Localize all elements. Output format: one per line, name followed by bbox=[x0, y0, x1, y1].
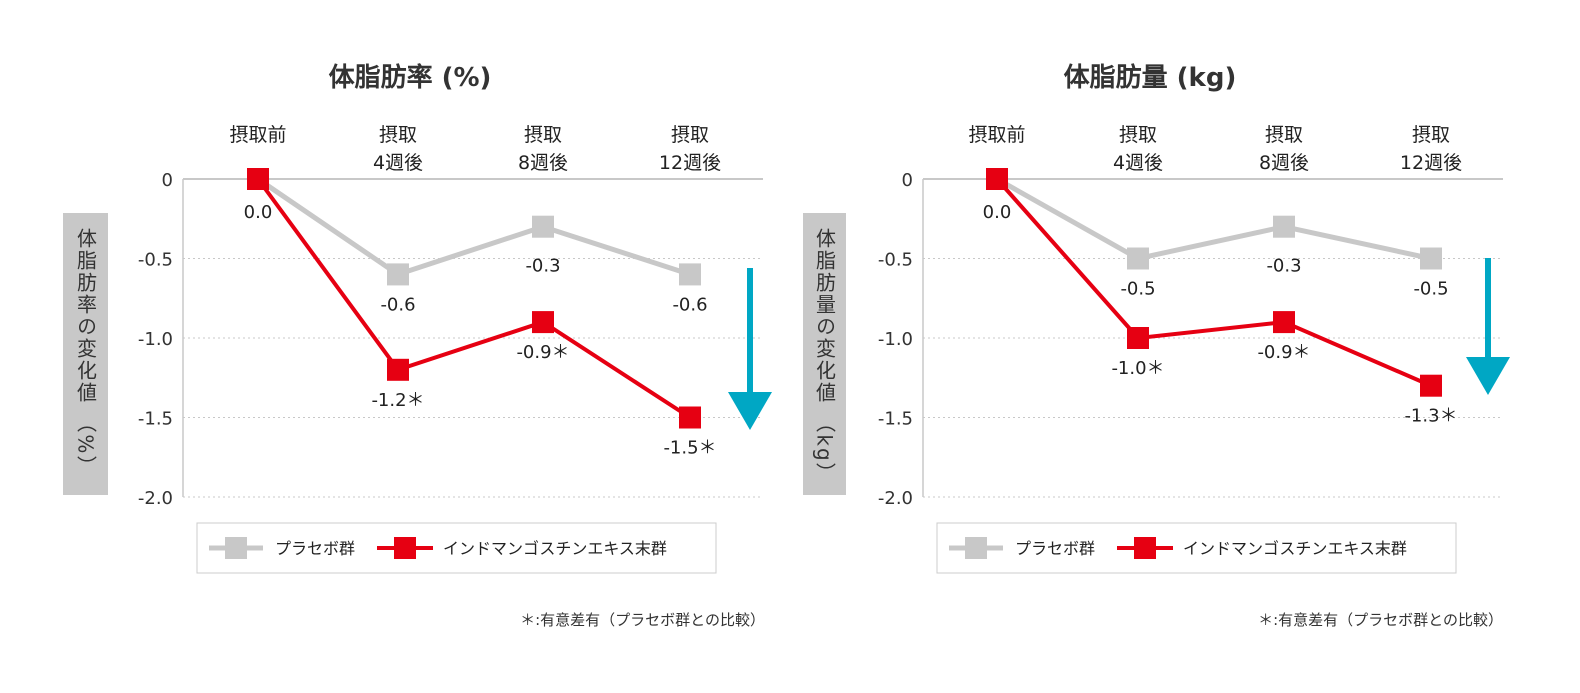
data-label: -1.2＊ bbox=[371, 390, 424, 411]
data-point-marker bbox=[387, 263, 409, 286]
y-tick-label: -2.0 bbox=[878, 488, 913, 509]
data-point-marker bbox=[679, 263, 701, 286]
x-category-label: 摂取 bbox=[379, 124, 417, 146]
data-label: 0.0 bbox=[983, 202, 1012, 223]
data-point-marker bbox=[387, 358, 409, 381]
down-arrow-icon bbox=[728, 392, 772, 430]
y-tick-label: -0.5 bbox=[878, 250, 913, 271]
data-label: -1.0＊ bbox=[1111, 358, 1164, 379]
data-point-marker bbox=[986, 168, 1008, 190]
data-label: -0.9＊ bbox=[1257, 342, 1310, 363]
legend-placebo-marker bbox=[965, 537, 987, 559]
x-category-label: 摂取 bbox=[1119, 124, 1157, 146]
data-label: -0.5 bbox=[1413, 279, 1448, 300]
x-category-label: 摂取 bbox=[1412, 124, 1450, 146]
series-line-placebo bbox=[995, 176, 1432, 262]
y-tick-label: -1.0 bbox=[138, 329, 173, 350]
data-label: -0.5 bbox=[1120, 279, 1155, 300]
data-point-marker bbox=[1127, 327, 1149, 349]
data-point-marker bbox=[1127, 247, 1149, 270]
chart-2: 体脂肪量 (kg) 0 -0.5 -1.0 -1.5 -2.0 体脂肪量の変化値 （kg） 摂… bbox=[803, 63, 1510, 629]
data-point-marker bbox=[1420, 247, 1442, 270]
legend-box bbox=[196, 522, 717, 574]
y-axis-label: 体脂肪率の変化値 （%） bbox=[74, 228, 98, 478]
x-category-label: 摂取前 bbox=[229, 124, 286, 146]
y-tick-label: -1.0 bbox=[878, 329, 913, 350]
data-label: -0.6 bbox=[672, 294, 707, 315]
data-point-marker bbox=[532, 311, 554, 334]
x-category-label: 12週後 bbox=[659, 152, 721, 174]
y-axis-label-box bbox=[803, 213, 846, 495]
x-category-label: 8週後 bbox=[518, 152, 568, 174]
chart-title: 体脂肪量 (kg) bbox=[1064, 63, 1237, 93]
data-point-marker bbox=[679, 406, 701, 429]
data-label: -1.5＊ bbox=[663, 438, 716, 459]
footnote: ＊:有意差有（プラセボ群との比較） bbox=[520, 611, 765, 629]
legend-treatment-marker bbox=[394, 537, 416, 559]
data-point-marker bbox=[247, 168, 269, 190]
data-label: -0.3 bbox=[1266, 256, 1301, 277]
data-point-marker bbox=[1273, 215, 1295, 238]
x-category-label: 4週後 bbox=[373, 152, 423, 174]
data-label: -0.6 bbox=[380, 294, 415, 315]
y-tick-label: 0 bbox=[162, 170, 173, 191]
data-point-marker bbox=[1273, 311, 1295, 334]
series-line-placebo bbox=[256, 176, 691, 278]
chart-1: 体脂肪率 (%) 0 -0.5 -1.0 -1.5 -2.0 体脂肪率の変化値 （%） 摂取前… bbox=[63, 62, 772, 629]
legend-placebo-marker bbox=[225, 537, 247, 559]
series-line-treatment bbox=[256, 177, 692, 420]
y-tick-label: -0.5 bbox=[138, 250, 173, 271]
data-point-marker bbox=[532, 215, 554, 238]
legend-placebo-label: プラセボ群 bbox=[1015, 539, 1095, 558]
y-axis-label: 体脂肪量の変化値 （kg） bbox=[813, 228, 837, 485]
x-category-label: 摂取 bbox=[671, 124, 709, 146]
chart-title: 体脂肪率 (%) bbox=[329, 62, 492, 93]
y-axis-label-box bbox=[63, 213, 108, 495]
x-category-label: 摂取 bbox=[524, 124, 562, 146]
down-arrow-icon bbox=[1466, 357, 1510, 395]
legend-treatment-label: インドマンゴスチンエキス末群 bbox=[443, 539, 667, 558]
x-category-label: 8週後 bbox=[1259, 152, 1309, 174]
legend-treatment-marker bbox=[1134, 537, 1156, 559]
data-point-marker bbox=[1420, 374, 1442, 397]
x-category-label: 12週後 bbox=[1400, 152, 1462, 174]
data-label: -1.3＊ bbox=[1404, 406, 1457, 427]
data-label: 0.0 bbox=[244, 202, 273, 223]
y-tick-label: -1.5 bbox=[138, 409, 173, 430]
legend-placebo-label: プラセボ群 bbox=[275, 539, 355, 558]
footnote: ＊:有意差有（プラセボ群との比較） bbox=[1258, 611, 1503, 629]
data-label: -0.9＊ bbox=[516, 342, 569, 363]
legend-box bbox=[936, 522, 1457, 574]
y-tick-label: 0 bbox=[902, 170, 913, 191]
x-category-label: 摂取前 bbox=[968, 124, 1025, 146]
legend-treatment-label: インドマンゴスチンエキス末群 bbox=[1183, 539, 1407, 558]
series-line-treatment bbox=[995, 177, 1432, 388]
data-label: -0.3 bbox=[525, 256, 560, 277]
y-tick-label: -1.5 bbox=[878, 409, 913, 430]
x-category-label: 摂取 bbox=[1265, 124, 1303, 146]
x-category-label: 4週後 bbox=[1113, 152, 1163, 174]
y-tick-label: -2.0 bbox=[138, 488, 173, 509]
